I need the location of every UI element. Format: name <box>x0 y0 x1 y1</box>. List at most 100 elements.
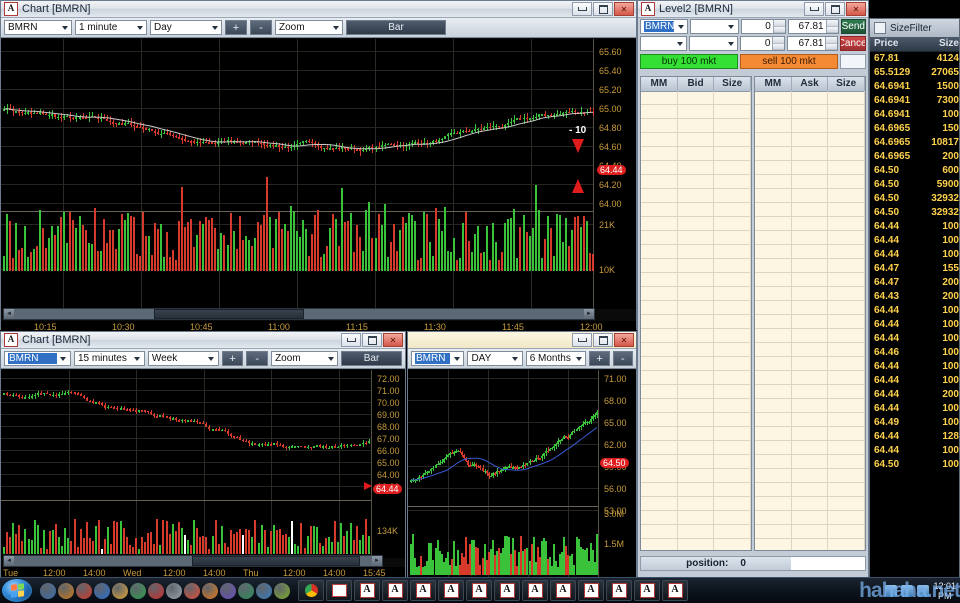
taskbar-button-chart-window[interactable]: A <box>438 580 464 601</box>
calculator-icon[interactable] <box>166 582 182 599</box>
table-row[interactable] <box>641 287 751 301</box>
vlc-icon[interactable] <box>238 582 254 599</box>
minimize-button[interactable] <box>572 333 592 347</box>
taskbar-button-chart-window[interactable]: A <box>494 580 520 601</box>
week-chart-canvas[interactable]: 72.00 71.00 70.00 69.00 68.00 67.00 66.00 65.00… <box>1 370 405 558</box>
table-row[interactable] <box>641 497 751 511</box>
taskbar-button-chart-window[interactable]: A <box>634 580 660 601</box>
zoom-out-button[interactable]: - <box>612 351 634 366</box>
action-center-icon[interactable] <box>917 584 930 597</box>
size-filter-row[interactable]: 64.47 155 <box>870 262 959 276</box>
symbol-input[interactable]: BMRN <box>4 20 72 35</box>
table-row[interactable] <box>755 441 865 455</box>
buy-market-button[interactable]: buy 100 mkt <box>640 54 738 69</box>
table-row[interactable] <box>755 231 865 245</box>
size-filter-row[interactable]: 64.50 32932 <box>870 192 959 206</box>
chevron-down-icon[interactable] <box>450 352 463 365</box>
maximize-button[interactable] <box>825 2 845 16</box>
table-row[interactable] <box>641 203 751 217</box>
search-icon[interactable] <box>256 582 272 599</box>
range-select[interactable]: Week <box>147 351 219 366</box>
table-row[interactable] <box>641 329 751 343</box>
order-extra-button[interactable] <box>840 54 866 69</box>
zoom-in-button[interactable]: + <box>221 351 244 366</box>
size-filter-row[interactable]: 64.6965 10817 <box>870 136 959 150</box>
scroll-track[interactable] <box>14 556 372 566</box>
table-row[interactable] <box>641 413 751 427</box>
send-order-button[interactable]: Send <box>840 19 866 34</box>
maximize-button[interactable] <box>593 2 613 16</box>
taskbar-button-chart-window[interactable]: A <box>662 580 688 601</box>
minimize-button[interactable] <box>341 333 361 347</box>
table-row[interactable] <box>641 147 751 161</box>
size-filter-row[interactable]: 64.6941 7300 <box>870 94 959 108</box>
table-row[interactable] <box>641 511 751 525</box>
table-row[interactable] <box>755 315 865 329</box>
table-row[interactable] <box>641 525 751 539</box>
titlebar-main-chart[interactable]: A Chart [BMRN] ✕ <box>1 1 636 18</box>
scroll-track[interactable] <box>14 309 584 319</box>
table-row[interactable] <box>641 469 751 483</box>
zoom-select[interactable]: Zoom <box>271 351 339 366</box>
zoom-in-button[interactable]: + <box>589 351 610 366</box>
order-symbol-input[interactable]: BMRN <box>640 19 688 34</box>
size-filter-row[interactable]: 64.44 100 <box>870 304 959 318</box>
size-filter-row[interactable]: 64.6965 150 <box>870 122 959 136</box>
symbol-input[interactable]: BMRN <box>411 351 465 366</box>
table-row[interactable] <box>755 497 865 511</box>
size-filter-row[interactable]: 67.81 4124 <box>870 52 959 66</box>
titlebar-daily-chart[interactable]: ✕ <box>408 332 636 349</box>
close-icon[interactable]: ✕ <box>614 2 634 16</box>
size-filter-row[interactable]: 64.44 100 <box>870 374 959 388</box>
order-route-select[interactable] <box>690 19 739 34</box>
table-row[interactable] <box>755 91 865 105</box>
scroll-left-icon[interactable]: ◄ <box>4 556 14 566</box>
chevron-down-icon[interactable] <box>133 21 146 34</box>
firefox-icon[interactable] <box>202 582 218 599</box>
messenger-icon[interactable] <box>130 582 146 599</box>
sell-market-button[interactable]: sell 100 mkt <box>740 54 838 69</box>
size-filter-row[interactable]: 64.44 128 <box>870 430 959 444</box>
bid-table-rows[interactable] <box>641 91 751 550</box>
taskbar-button-mail-window[interactable] <box>326 580 352 601</box>
size-filter-row[interactable]: 64.6941 100 <box>870 108 959 122</box>
zoom-out-button[interactable]: - <box>246 351 269 366</box>
maximize-button[interactable] <box>593 333 613 347</box>
quick-launch-bar[interactable] <box>40 582 290 599</box>
table-row[interactable] <box>641 385 751 399</box>
table-row[interactable] <box>641 161 751 175</box>
table-row[interactable] <box>755 105 865 119</box>
taskbar-button-chart-window[interactable]: A <box>382 580 408 601</box>
chevron-down-icon[interactable] <box>324 352 337 365</box>
zoom-in-button[interactable]: + <box>225 20 247 35</box>
table-row[interactable] <box>755 147 865 161</box>
maximize-button[interactable] <box>362 333 382 347</box>
stepper-arrows[interactable] <box>825 37 838 50</box>
table-row[interactable] <box>641 343 751 357</box>
order-quantity-stepper[interactable]: 0 <box>740 19 786 34</box>
table-row[interactable] <box>755 245 865 259</box>
app-red-icon[interactable] <box>76 582 92 599</box>
table-row[interactable] <box>755 525 865 539</box>
table-row[interactable] <box>641 539 751 550</box>
chrome-icon[interactable] <box>184 582 200 599</box>
size-filter-row[interactable]: 64.44 100 <box>870 234 959 248</box>
table-row[interactable] <box>641 91 751 105</box>
taskbar-button-chart-window[interactable]: A <box>466 580 492 601</box>
settings-icon[interactable] <box>58 582 74 599</box>
table-row[interactable] <box>755 413 865 427</box>
bid-table[interactable]: MM Bid Size <box>640 76 752 551</box>
taskbar-button-chart-window[interactable]: A <box>550 580 576 601</box>
order-price-stepper[interactable]: 67.81 <box>787 19 839 34</box>
size-filter-row[interactable]: 64.46 100 <box>870 346 959 360</box>
table-row[interactable] <box>755 357 865 371</box>
table-row[interactable] <box>755 469 865 483</box>
chevron-down-icon[interactable] <box>509 352 522 365</box>
interval-select[interactable]: 15 minutes <box>73 351 145 366</box>
taskbar-button-chart-window[interactable]: A <box>354 580 380 601</box>
scroll-thumb[interactable] <box>192 556 360 566</box>
chart-hscrollbar[interactable]: ◄ ► <box>3 555 383 567</box>
size-filter-row[interactable]: 64.44 100 <box>870 318 959 332</box>
scroll-thumb[interactable] <box>154 309 304 319</box>
